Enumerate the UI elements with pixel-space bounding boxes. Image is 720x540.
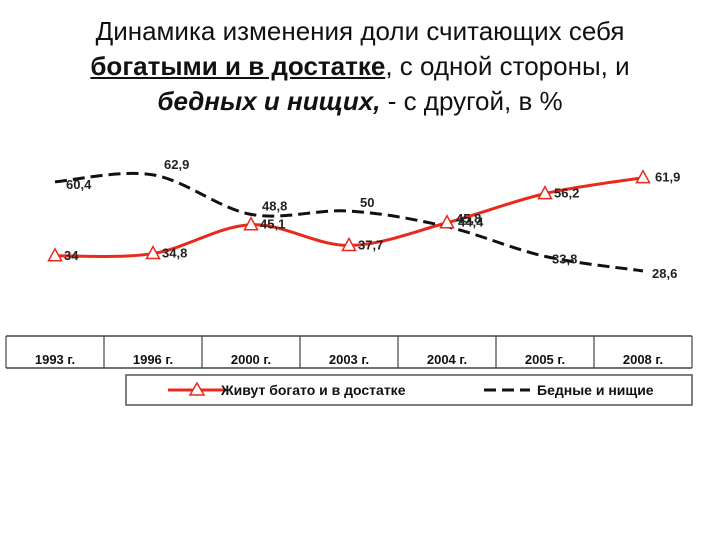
data-label-rich: 45,1 — [260, 217, 285, 232]
category-axis: 1993 г. 1996 г. 2000 г. 2003 г. 2004 г. 2005 … — [5, 335, 693, 369]
category-label-4: 2004 г. — [427, 352, 467, 367]
plot-area: 34 34,8 45,1 37,7 45,8 56,2 61,9 60,4 62,9 48,8 50… — [47, 157, 680, 281]
data-marker-rich — [341, 236, 357, 252]
data-label-poor: 60,4 — [66, 177, 92, 192]
data-label-rich: 34,8 — [162, 246, 187, 261]
category-label-6: 2008 г. — [623, 352, 663, 367]
title-line-2-rest: , с одной стороны, и — [385, 51, 630, 81]
category-label-1: 1996 г. — [133, 352, 173, 367]
data-label-rich: 37,7 — [358, 237, 383, 252]
chart-title: Динамика изменения доли считающих себя б… — [20, 14, 700, 119]
legend-poor-label: Бедные и нищие — [537, 382, 654, 398]
data-label-rich: 34 — [64, 248, 79, 263]
category-label-2: 2000 г. — [231, 352, 271, 367]
data-marker-rich — [243, 216, 259, 231]
data-marker-rich — [635, 169, 651, 184]
data-label-poor: 50 — [360, 195, 374, 210]
data-label-poor: 62,9 — [164, 157, 189, 172]
title-emphasis-rich: богатыми и в достатке — [90, 51, 386, 81]
category-label-0: 1993 г. — [35, 352, 75, 367]
data-marker-rich — [537, 185, 553, 200]
title-line-3-rest: - с другой, в % — [380, 86, 563, 116]
data-label-poor: 44,4 — [458, 215, 484, 230]
category-label-5: 2005 г. — [525, 352, 565, 367]
legend-rich-triangle-marker — [188, 381, 206, 396]
data-marker-rich — [145, 244, 161, 260]
data-label-poor: 33,8 — [552, 251, 577, 266]
data-label-poor: 48,8 — [262, 198, 287, 213]
data-label-rich: 61,9 — [655, 170, 680, 185]
legend: Живут богато и в достатке Бедные и нищие — [125, 374, 693, 406]
category-label-3: 2003 г. — [329, 352, 369, 367]
data-marker-rich — [439, 214, 455, 229]
data-label-rich: 45,8 — [456, 211, 481, 226]
legend-rich-label: Живут богато и в достатке — [220, 382, 406, 398]
title-line-1: Динамика изменения доли считающих себя — [95, 16, 625, 46]
data-label-rich: 56,2 — [554, 186, 579, 201]
data-label-poor: 28,6 — [652, 266, 677, 281]
data-marker-rich — [47, 247, 63, 262]
title-emphasis-poor: бедных и нищих, — [157, 86, 381, 116]
series-line-poor — [54, 171, 644, 273]
